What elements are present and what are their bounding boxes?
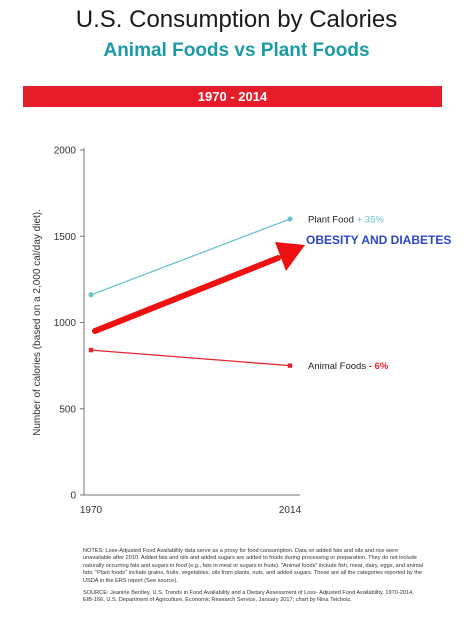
trend-arrow-head xyxy=(275,242,305,271)
chart-notes: NOTES: Lose-Adjusted Food Availability d… xyxy=(83,548,423,610)
y-tick-label: 1500 xyxy=(54,232,77,243)
annotation-label: OBESITY AND DIABETES xyxy=(306,233,451,247)
series-name: Animal Foods xyxy=(308,361,369,372)
chart-title: U.S. Consumption by Calories xyxy=(75,6,398,33)
chart-annotations: OBESITY AND DIABETES xyxy=(92,233,451,334)
data-point-animal xyxy=(88,347,94,353)
period-banner: 1970 - 2014 xyxy=(23,86,442,107)
trend-arrow-shaft xyxy=(92,255,281,334)
y-tick-label: 0 xyxy=(70,491,76,502)
series-label-animal: Animal Foods - 6% xyxy=(308,361,389,372)
x-tick-label: 1970 xyxy=(80,505,103,516)
data-point-animal xyxy=(287,363,293,368)
series-name: Plant Food xyxy=(308,215,357,226)
y-axis-label: Number of calories (based on a 2,000 cal… xyxy=(32,209,43,436)
chart-series: Plant Food + 35% Animal Foods - 6% xyxy=(88,215,389,372)
y-tick-label: 500 xyxy=(59,404,76,415)
x-tick-label: 2014 xyxy=(279,505,302,516)
data-point-plant xyxy=(287,216,293,222)
series-line-plant xyxy=(90,218,291,296)
data-point-plant xyxy=(88,292,94,298)
y-tick-label: 1000 xyxy=(54,318,77,329)
series-line-animal xyxy=(90,349,291,367)
series-change: - 6% xyxy=(369,361,389,372)
y-tick-label: 2000 xyxy=(54,146,77,157)
series-label-plant: Plant Food + 35% xyxy=(308,215,384,226)
chart-subtitle: Animal Foods vs Plant Foods xyxy=(103,40,370,61)
series-change: + 35% xyxy=(357,215,385,226)
source-text: SOURCE: Jeanine Bentley, U.S. Trends in … xyxy=(83,590,414,604)
line-chart: 0 500 1000 1500 2000 1970 2014 Number of calori… xyxy=(32,146,451,517)
chart-axes: 0 500 1000 1500 2000 1970 2014 Number of calori… xyxy=(32,146,302,517)
notes-text: NOTES: Lose-Adjusted Food Availability d… xyxy=(83,548,423,584)
